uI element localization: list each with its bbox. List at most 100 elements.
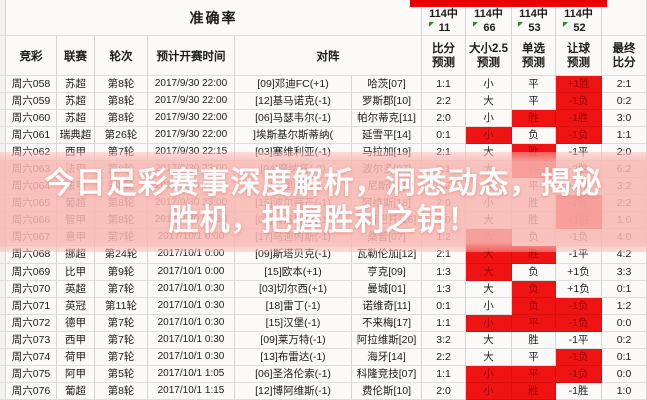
- cell-final-score: 2:1: [602, 76, 647, 94]
- cell-league: 比甲: [57, 263, 95, 281]
- cell-home-team: [12]基马诺克(-1): [235, 93, 352, 111]
- accuracy-count: 11: [428, 21, 450, 35]
- cell-round: 第8轮: [95, 76, 148, 94]
- cell-overunder-prediction: 小: [466, 297, 512, 315]
- cell-singlepick-prediction: 负: [512, 127, 556, 145]
- cell-kickoff-time: 2017/10/1 0:30: [148, 297, 235, 315]
- col-header-round: 轮次: [95, 36, 148, 76]
- left-gutter: [0, 127, 6, 145]
- col-header-kickoff-time: 预计开赛时间: [148, 36, 235, 76]
- cell-handicap-prediction: -1负: [556, 127, 602, 145]
- cell-league: 英超: [57, 280, 95, 298]
- comment-triangle-icon: [473, 22, 479, 27]
- cell-kickoff-time: 2017/10/1 0:30: [148, 348, 235, 366]
- cell-score-prediction: 3:2: [422, 331, 466, 349]
- cell-round: 第7轮: [95, 331, 148, 349]
- cell-home-team: [15]欧本(+1): [235, 263, 352, 281]
- promo-banner-line1: 今日足彩赛事深度解析，洞悉动态，揭秘: [44, 167, 603, 200]
- cell-score-prediction: 0:1: [422, 297, 466, 315]
- cell-final-score: 3:3: [602, 263, 647, 281]
- cell-away-team: 海牙[14]: [352, 348, 422, 366]
- cell-overunder-prediction: 大: [466, 348, 512, 366]
- cell-away-team: 不来梅[17]: [352, 314, 422, 332]
- cell-handicap-prediction: +1负: [556, 263, 602, 281]
- left-gutter: [0, 297, 6, 315]
- cell-round: 第9轮: [95, 263, 148, 281]
- accuracy-count: 66: [473, 21, 496, 35]
- cell-match-id: 周六070: [6, 280, 57, 298]
- cell-overunder-prediction: 小: [466, 76, 512, 94]
- cell-kickoff-time: 2017/9/30 22:00: [148, 127, 235, 145]
- cell-home-team: [15]汉堡(-1): [235, 314, 352, 332]
- col-header-jingcai: 竞彩: [6, 36, 57, 76]
- cell-league: 苏超: [57, 110, 95, 128]
- cell-singlepick-prediction: 平: [512, 365, 556, 383]
- cell-kickoff-time: 2017/9/30 22:00: [148, 110, 235, 128]
- cell-overunder-prediction: 小: [466, 127, 512, 145]
- cell-handicap-prediction: -1负: [556, 365, 602, 383]
- cell-kickoff-time: 2017/9/30 22:00: [148, 93, 235, 111]
- cell-round: 第11轮: [95, 297, 148, 315]
- cell-away-team: 延雪平[14]: [352, 127, 422, 145]
- cell-handicap-prediction: -1胜: [556, 382, 602, 400]
- left-gutter: [0, 348, 6, 366]
- cell-away-team: 罗斯郡[10]: [352, 93, 422, 111]
- cell-match-id: 周六058: [6, 76, 57, 94]
- table-row: 周六071 英冠 第11轮 2017/10/1 0:30 [18]雷丁(-1) 诺维奇[1…: [0, 297, 647, 315]
- cell-match-id: 周六075: [6, 365, 57, 383]
- table-row: 周六073 西甲 第7轮 2017/10/1 0:30 [09]莱万特(-1) 阿拉维斯[…: [0, 331, 647, 349]
- accuracy-count: 53: [518, 21, 541, 35]
- cell-away-team: 哈茨[07]: [352, 76, 422, 94]
- cell-round: 第8轮: [95, 93, 148, 111]
- cell-match-id: 周六061: [6, 127, 57, 145]
- cell-league: 英冠: [57, 297, 95, 315]
- col-header-league: 联赛: [57, 36, 95, 76]
- left-gutter: [0, 382, 6, 400]
- promo-overlay: 今日足彩赛事深度解析，洞悉动态，揭秘 胜机，把握胜利之钥！: [0, 152, 647, 252]
- cell-match-id: 周六071: [6, 297, 57, 315]
- header-empty-cell: [602, 0, 647, 36]
- cell-score-prediction: 2:0: [422, 382, 466, 400]
- cell-singlepick-prediction: 胜: [512, 382, 556, 400]
- cell-round: 第26轮: [95, 127, 148, 145]
- cell-round: 第7轮: [95, 348, 148, 366]
- cell-score-prediction: 1:1: [422, 314, 466, 332]
- table-row: 周六074 荷甲 第7轮 2017/10/1 0:30 [13]布雷达(-1) 海牙[14…: [0, 348, 647, 366]
- cell-away-team: 亨克[09]: [352, 263, 422, 281]
- cell-match-id: 周六074: [6, 348, 57, 366]
- cell-round: 第8轮: [95, 382, 148, 400]
- cell-kickoff-time: 2017/10/1 1:15: [148, 382, 235, 400]
- cell-away-team: 阿拉维斯[20]: [352, 331, 422, 349]
- cell-handicap-prediction: -1负: [556, 348, 602, 366]
- cell-singlepick-prediction: 平: [512, 348, 556, 366]
- left-gutter: [0, 76, 6, 94]
- cell-league: 阿甲: [57, 365, 95, 383]
- col-header-score-prediction: 比分 预测: [422, 36, 466, 76]
- cell-home-team: [03]切尔西(+1): [235, 280, 352, 298]
- cell-overunder-prediction: 大: [466, 263, 512, 281]
- table-row: 周六060 苏超 第8轮 2017/9/30 22:00 [06]马瑟韦尔(-1) 帕尔蒂…: [0, 110, 647, 128]
- cell-score-prediction: 2:2: [422, 93, 466, 111]
- cell-league: 瑞典超: [57, 127, 95, 145]
- cell-final-score: 0:2: [602, 93, 647, 111]
- cell-kickoff-time: 2017/10/1 0:00: [148, 263, 235, 281]
- cell-home-team: [06]马瑟韦尔(-1): [235, 110, 352, 128]
- cell-home-team: [13]布雷达(-1): [235, 348, 352, 366]
- cell-match-id: 周六076: [6, 382, 57, 400]
- cell-final-score: 0:0: [602, 365, 647, 383]
- cell-final-score: 3:0: [602, 110, 647, 128]
- cell-score-prediction: 1:1: [422, 365, 466, 383]
- cell-singlepick-prediction: 胜: [512, 331, 556, 349]
- cell-final-score: 1:2: [602, 297, 647, 315]
- table-row: 周六076 葡超 第8轮 2017/10/1 1:15 [12]博阿维斯(-1) 费伦斯[…: [0, 382, 647, 400]
- col-header-overunder-prediction: 大小2.5 预测: [466, 36, 512, 76]
- cell-final-score: 1:0: [602, 382, 647, 400]
- cell-singlepick-prediction: 平: [512, 314, 556, 332]
- cell-kickoff-time: 2017/10/1 1:05: [148, 365, 235, 383]
- cell-match-id: 周六059: [6, 93, 57, 111]
- cell-round: 第8轮: [95, 110, 148, 128]
- cell-home-team: [12]博阿维斯(-1): [235, 382, 352, 400]
- accuracy-title: 准确率: [6, 0, 422, 36]
- table-row: 周六058 苏超 第8轮 2017/9/30 22:00 [09]邓迪FC(+1) 哈茨[…: [0, 76, 647, 94]
